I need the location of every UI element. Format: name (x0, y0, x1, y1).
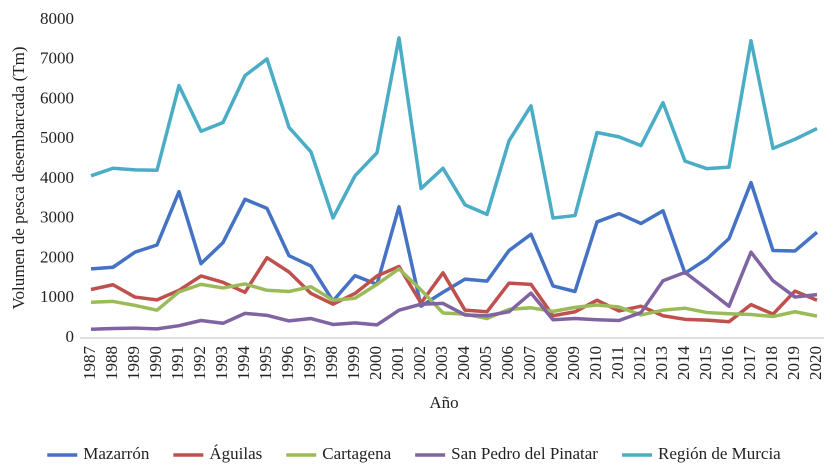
x-tick-label: 1992 (190, 346, 209, 380)
x-tick-label: 1987 (80, 346, 99, 381)
x-tick-label: 2001 (388, 346, 407, 380)
x-tick-label: 2018 (762, 346, 781, 380)
legend-label: Cartagena (322, 444, 391, 463)
x-tick-label: 1999 (344, 346, 363, 380)
x-tick-label: 2016 (718, 346, 737, 380)
x-tick-label: 2012 (630, 346, 649, 380)
x-axis-title: Año (429, 393, 458, 412)
y-tick-label: 8000 (40, 9, 74, 28)
y-tick-label: 1000 (40, 287, 74, 306)
x-tick-label: 2004 (454, 346, 473, 381)
x-tick-label: 1990 (146, 346, 165, 380)
x-tick-label: 2019 (784, 346, 803, 380)
y-tick-label: 6000 (40, 88, 74, 107)
series-line (90, 250, 818, 332)
x-tick-label: 2010 (586, 346, 605, 380)
x-tick-label: 2008 (542, 346, 561, 380)
x-tick-label: 1991 (168, 346, 187, 380)
x-tick-label: 2015 (696, 346, 715, 380)
x-tick-label: 2011 (608, 346, 627, 379)
x-tick-label: 1995 (256, 346, 275, 380)
y-tick-label: 2000 (40, 247, 74, 266)
x-tick-label: 1994 (234, 346, 253, 381)
series-line (90, 267, 818, 321)
y-axis-title: Volumen de pesca desembarcada (Tm) (9, 46, 28, 309)
y-tick-label: 7000 (40, 49, 74, 68)
legend-label: San Pedro del Pinatar (451, 444, 598, 463)
x-tick-label: 2017 (740, 346, 759, 381)
x-tick-label: 2006 (498, 346, 517, 380)
x-tick-label: 2020 (806, 346, 825, 380)
x-tick-label: 1996 (278, 346, 297, 380)
y-tick-label: 4000 (40, 168, 74, 187)
x-tick-label: 2000 (366, 346, 385, 380)
x-tick-label: 2002 (410, 346, 429, 380)
series-line (90, 180, 819, 308)
x-tick-label: 2014 (674, 346, 693, 381)
x-tick-label: 2013 (652, 346, 671, 380)
x-tick-label: 1989 (124, 346, 143, 380)
y-tick-label: 0 (66, 327, 75, 346)
series-line (90, 36, 818, 220)
x-tick-label: 2005 (476, 346, 495, 380)
legend-label: Águilas (209, 444, 262, 463)
y-tick-label: 3000 (40, 208, 74, 227)
x-tick-label: 1993 (212, 346, 231, 380)
x-tick-label: 2007 (520, 346, 539, 381)
x-tick-label: 1997 (300, 346, 319, 381)
x-tick-label: 2009 (564, 346, 583, 380)
x-tick-label: 1988 (102, 346, 121, 380)
series-line (90, 255, 818, 324)
x-tick-label: 1998 (322, 346, 341, 380)
x-tick-label: 2003 (432, 346, 451, 380)
y-tick-label: 5000 (40, 128, 74, 147)
legend-label: Mazarrón (83, 444, 150, 463)
legend-label: Región de Murcia (658, 444, 781, 463)
